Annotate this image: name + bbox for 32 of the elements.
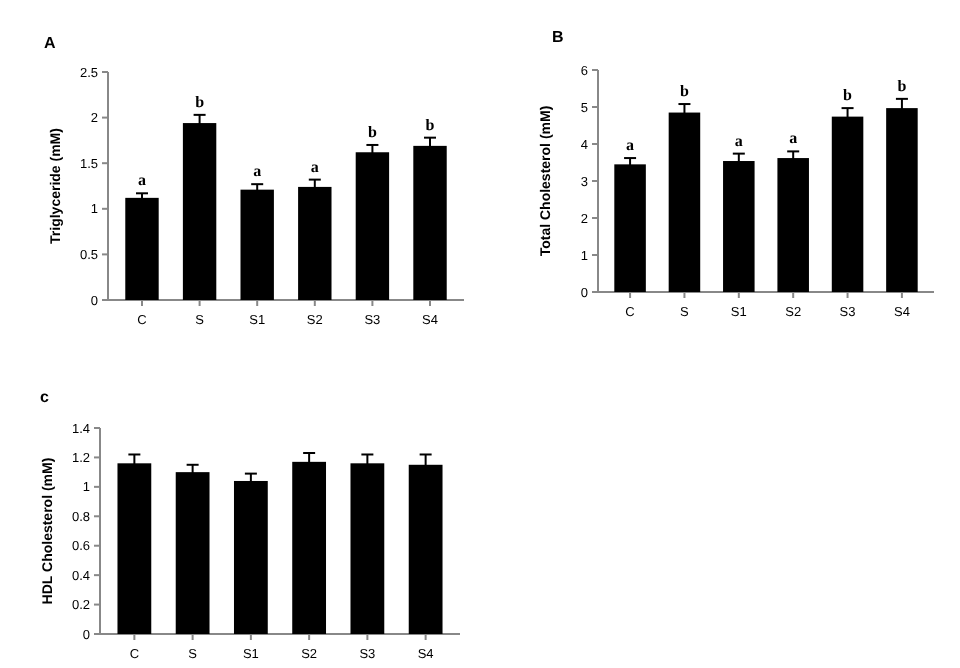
annotation: b <box>897 76 908 95</box>
bar <box>886 108 918 292</box>
annotation: a <box>310 157 319 176</box>
bar <box>614 164 646 292</box>
bar <box>233 480 268 634</box>
annotation: a <box>789 129 798 148</box>
bar <box>117 463 152 634</box>
annotation: b <box>679 82 690 101</box>
bar <box>240 189 274 300</box>
bar <box>125 197 159 300</box>
bar <box>777 158 809 292</box>
bar <box>668 112 701 292</box>
bar <box>298 186 332 300</box>
annotation: a <box>253 162 262 181</box>
bar <box>413 145 447 300</box>
bar <box>350 463 385 634</box>
annotation: a <box>626 136 635 155</box>
chart-title: B <box>552 28 564 46</box>
bar <box>723 161 755 292</box>
annotation: b <box>425 115 436 134</box>
annotation: a <box>734 131 743 150</box>
bar <box>182 123 217 300</box>
bar <box>292 461 327 634</box>
annotation: b <box>367 122 378 141</box>
bar <box>831 116 864 292</box>
bar <box>355 152 390 300</box>
bar <box>175 472 210 634</box>
annotation: b <box>843 86 854 105</box>
annotation: b <box>195 92 206 111</box>
annotation: a <box>137 171 146 190</box>
chart-title: A <box>44 34 56 52</box>
chart-title: c <box>40 388 50 406</box>
